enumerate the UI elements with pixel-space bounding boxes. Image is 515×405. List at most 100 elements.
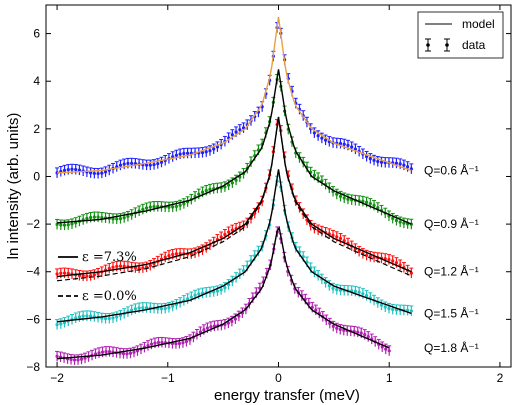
data-point bbox=[62, 223, 67, 227]
model-line bbox=[57, 225, 390, 360]
epsilon-solid-label: ε =7.3% bbox=[82, 250, 137, 265]
data-point bbox=[342, 328, 346, 332]
series-0 bbox=[55, 16, 414, 179]
data-point bbox=[357, 249, 361, 254]
series-1 bbox=[55, 69, 414, 231]
data-point bbox=[70, 167, 74, 171]
data-point bbox=[366, 335, 370, 339]
data-point bbox=[372, 203, 376, 208]
axis-ticks: −2 −1 0 1 2 −8 −6 −4 −2 0 2 4 6 bbox=[26, 5, 511, 385]
data-point bbox=[335, 235, 339, 239]
model-line bbox=[56, 169, 412, 323]
data-point bbox=[171, 205, 175, 209]
data-point bbox=[335, 192, 339, 196]
data-point bbox=[59, 271, 63, 275]
data-point bbox=[394, 218, 399, 223]
data-point bbox=[361, 292, 365, 296]
data-point bbox=[204, 188, 208, 193]
data-point bbox=[346, 143, 350, 147]
data-point bbox=[100, 350, 105, 354]
y-tick-label: 4 bbox=[33, 74, 40, 88]
data-point bbox=[241, 269, 246, 273]
data-point bbox=[204, 150, 208, 154]
data-point bbox=[380, 345, 384, 349]
data-point bbox=[174, 252, 179, 256]
data-point bbox=[398, 220, 402, 224]
data-point bbox=[156, 340, 161, 345]
data-point bbox=[118, 264, 123, 268]
data-point bbox=[128, 351, 133, 355]
data-point bbox=[167, 205, 171, 209]
data-point bbox=[137, 266, 141, 270]
legend-data-swatch bbox=[425, 38, 450, 52]
model-line bbox=[57, 16, 412, 174]
data-point bbox=[55, 322, 59, 327]
data-point bbox=[107, 266, 111, 271]
data-point bbox=[409, 271, 413, 275]
series-label: Q=1.8 Å⁻¹ bbox=[424, 340, 479, 355]
data-point bbox=[312, 173, 316, 177]
data-point bbox=[77, 315, 82, 319]
data-point bbox=[237, 314, 241, 318]
data-point bbox=[130, 308, 134, 312]
epsilon-dashed-label: ε =0.0% bbox=[82, 289, 137, 304]
data-point bbox=[219, 288, 223, 292]
y-tick-label: 0 bbox=[33, 169, 40, 183]
data-point bbox=[97, 351, 101, 355]
data-point bbox=[126, 161, 130, 166]
data-point bbox=[323, 138, 328, 142]
data-point bbox=[182, 151, 186, 156]
data-point bbox=[144, 163, 149, 167]
data-point bbox=[171, 304, 175, 308]
data-point bbox=[163, 255, 167, 259]
data-point bbox=[111, 316, 115, 320]
data-point bbox=[141, 207, 145, 211]
data-point bbox=[331, 286, 335, 290]
data-point bbox=[167, 254, 171, 258]
x-tick-label: −2 bbox=[50, 371, 64, 385]
data-point bbox=[230, 319, 234, 323]
data-point bbox=[69, 357, 73, 362]
data-point bbox=[111, 265, 115, 269]
data-point bbox=[230, 181, 234, 185]
data-point bbox=[406, 165, 410, 169]
data-point bbox=[144, 206, 149, 210]
data-point bbox=[342, 196, 346, 200]
data-point bbox=[327, 284, 331, 288]
data-point bbox=[223, 286, 227, 290]
data-point bbox=[365, 200, 369, 204]
data-point bbox=[359, 331, 363, 335]
data-point bbox=[346, 197, 350, 201]
data-point bbox=[115, 217, 119, 221]
data-point bbox=[152, 204, 156, 209]
legend-box bbox=[417, 11, 504, 59]
data-point bbox=[230, 228, 234, 232]
data-point bbox=[66, 223, 70, 227]
model-line bbox=[56, 116, 412, 278]
data-point bbox=[208, 187, 212, 191]
data-point bbox=[59, 322, 63, 326]
data-point bbox=[402, 163, 406, 167]
data-point bbox=[226, 321, 230, 325]
data-point bbox=[148, 163, 152, 167]
data-point bbox=[100, 215, 104, 220]
data-point bbox=[85, 314, 89, 318]
model-line-dashed bbox=[57, 116, 412, 282]
data-point bbox=[238, 128, 242, 132]
data-point bbox=[171, 252, 175, 257]
data-point bbox=[182, 202, 186, 206]
x-tick-label: 0 bbox=[275, 371, 282, 385]
data-point bbox=[215, 289, 220, 293]
data-point bbox=[387, 257, 391, 262]
data-point bbox=[62, 321, 67, 325]
data-point bbox=[338, 288, 343, 292]
data-point bbox=[107, 350, 112, 354]
data-point bbox=[62, 271, 67, 275]
data-point bbox=[103, 316, 108, 321]
data-point bbox=[96, 215, 100, 219]
data-point bbox=[227, 183, 231, 187]
data-point bbox=[209, 325, 213, 329]
data-point bbox=[137, 306, 141, 310]
data-point bbox=[55, 222, 59, 227]
